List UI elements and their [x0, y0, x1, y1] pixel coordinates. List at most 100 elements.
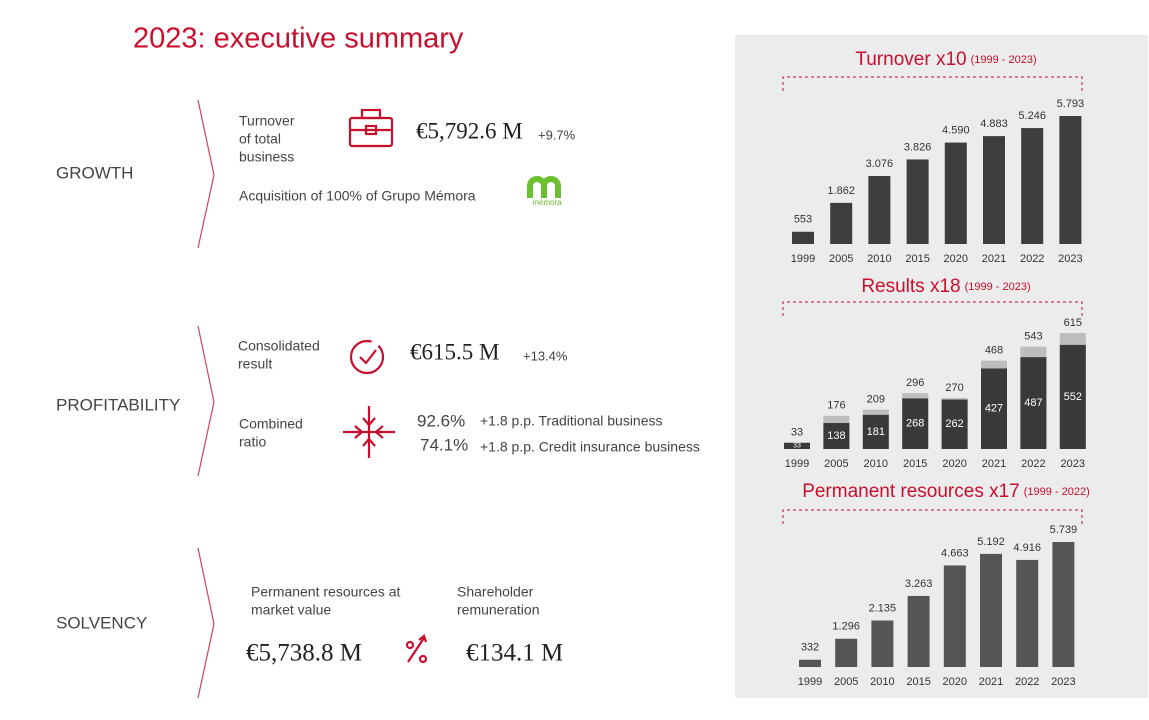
text: Acquisition of 100% of Grupo Mémora: [239, 188, 476, 204]
value-label: 181: [867, 426, 885, 438]
label: business: [239, 149, 294, 165]
value-label: 4.663: [941, 547, 969, 559]
chart-title: Results x18 (1999 - 2023): [861, 276, 1030, 297]
value-label: 33: [793, 443, 801, 450]
label: market value: [251, 602, 331, 618]
total-label: 270: [945, 382, 963, 394]
value-label: 4.916: [1013, 542, 1041, 554]
total-label: 615: [1064, 317, 1082, 329]
value-label: 262: [945, 418, 963, 430]
bar: [823, 422, 850, 449]
logo-mark: [527, 176, 561, 198]
x-tick-label: 2010: [870, 676, 894, 688]
x-tick-label: 2021: [979, 676, 1003, 688]
bar: [902, 398, 929, 449]
bar: [1020, 357, 1047, 449]
x-tick-label: 2005: [834, 676, 858, 688]
value-label: 5.739: [1050, 524, 1078, 536]
bar: [784, 442, 810, 449]
section-label: GROWTH: [56, 163, 133, 182]
bar: [835, 638, 858, 667]
bar: [981, 368, 1007, 449]
label: remuneration: [457, 602, 540, 618]
total-label: 209: [867, 393, 885, 405]
logo-text: mémora: [532, 198, 562, 207]
value: €615.5 M: [410, 339, 499, 364]
value: €134.1 M: [466, 640, 563, 667]
value-label: 4.590: [942, 124, 970, 136]
label: ratio: [239, 434, 266, 450]
x-tick-label: 2021: [982, 458, 1006, 470]
x-tick-label: 2020: [942, 458, 966, 470]
value-label: 1.862: [827, 185, 855, 197]
bar: [1052, 542, 1075, 667]
bar: [906, 159, 929, 244]
bar: [862, 414, 889, 449]
chart-title: Turnover x10 (1999 - 2023): [855, 49, 1036, 70]
x-tick-label: 2015: [905, 253, 929, 265]
x-tick-label: 2022: [1021, 458, 1045, 470]
x-tick-label: 2021: [982, 253, 1006, 265]
title: Permanent resources x17: [802, 481, 1020, 502]
value-label: 5.246: [1018, 110, 1046, 122]
x-tick-label: 2015: [903, 458, 927, 470]
title: Results x18: [861, 276, 960, 297]
value: €5,738.8 M: [246, 640, 362, 667]
section-label: PROFITABILITY: [56, 395, 180, 414]
bracket: [782, 301, 1083, 316]
value-label: 332: [801, 642, 819, 654]
value-label: 427: [985, 403, 1003, 415]
label: Consolidated: [238, 338, 320, 354]
bar: [944, 142, 967, 244]
bar: [980, 553, 1002, 667]
bar: [941, 399, 968, 449]
x-tick-label: 2020: [944, 253, 968, 265]
title: 2023: executive summary: [133, 23, 464, 55]
value-label: 1.296: [832, 621, 860, 633]
value-label: 3.263: [905, 578, 933, 590]
value-label: 268: [906, 418, 924, 430]
subtitle: (1999 - 2023): [965, 281, 1031, 293]
chart-title: Permanent resources x17 (1999 - 2022): [802, 481, 1090, 502]
value-label: 5.793: [1057, 98, 1085, 110]
x-tick-label: 2010: [867, 253, 891, 265]
label: of total: [239, 131, 281, 147]
bar: [871, 620, 894, 667]
value-label: 4.883: [980, 118, 1008, 130]
bar: [792, 231, 814, 244]
bar: [943, 565, 966, 667]
x-tick-label: 2010: [864, 458, 888, 470]
bar: [1059, 116, 1082, 244]
value-label: 487: [1024, 397, 1042, 409]
value-label: 5.192: [977, 536, 1005, 548]
total-label: 33: [791, 427, 803, 439]
label: result: [238, 356, 272, 372]
total-label: 296: [906, 377, 924, 389]
bar: [1059, 344, 1086, 449]
x-tick-label: 2023: [1058, 253, 1082, 265]
x-tick-label: 2023: [1051, 676, 1075, 688]
arrows-icon: [343, 406, 395, 458]
percent-icon: [405, 634, 428, 664]
bracket: [782, 76, 1083, 91]
bar: [907, 595, 930, 667]
briefcase-icon: [348, 108, 394, 148]
total-label: 176: [827, 400, 845, 412]
bar: [799, 659, 821, 667]
x-tick-label: 2023: [1061, 458, 1085, 470]
x-tick-label: 2022: [1015, 676, 1039, 688]
x-tick-label: 2020: [943, 676, 967, 688]
value-label: 3.826: [904, 141, 932, 153]
title: Turnover x10: [855, 49, 966, 70]
bar: [830, 202, 853, 244]
value-label: 138: [827, 430, 845, 442]
value-label: 552: [1064, 391, 1082, 403]
value-label: 553: [794, 214, 812, 226]
bar: [1016, 559, 1039, 667]
ratio-change: +1.8 p.p. Traditional business: [480, 413, 663, 429]
check-icon: [349, 339, 385, 375]
bar: [1021, 128, 1044, 244]
x-tick-label: 2005: [824, 458, 848, 470]
